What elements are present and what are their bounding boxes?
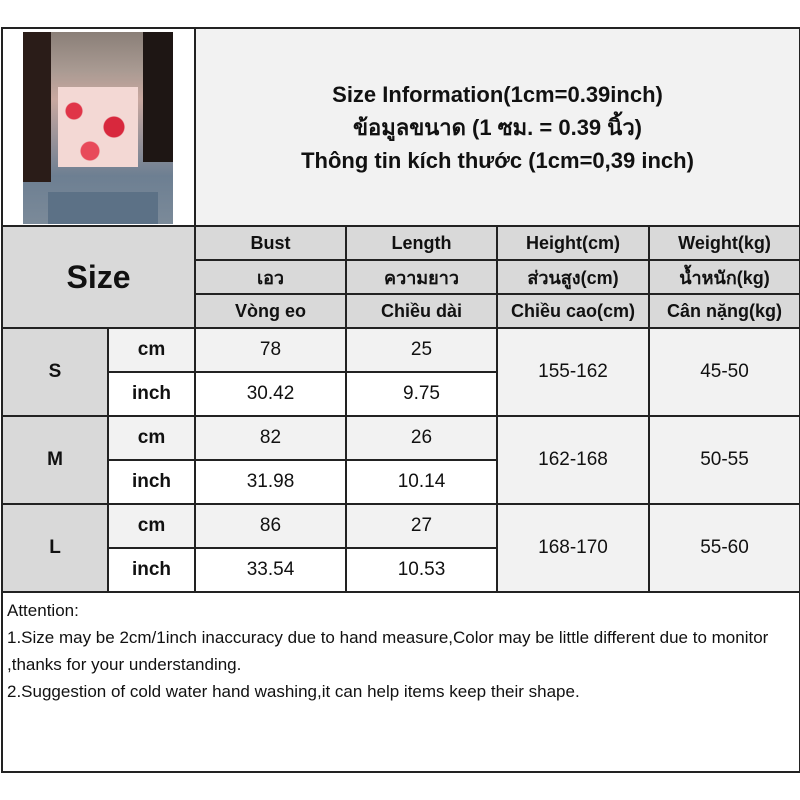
col-height-vi: Chiều cao(cm) [496,293,650,329]
title-vi: Thông tin kích thước (1cm=0,39 inch) [301,147,694,173]
col-bust-th: เอว [194,259,347,295]
weight-range: 55-60 [648,503,800,593]
bust-cm: 86 [194,503,347,549]
bust-inch: 33.54 [194,547,347,593]
length-inch: 9.75 [345,371,498,417]
unit-cm: cm [107,415,196,461]
attention-note-2: 2.Suggestion of cold water hand washing,… [7,682,580,701]
unit-cm: cm [107,327,196,373]
attention-notes: Attention: 1.Size may be 2cm/1inch inacc… [1,591,800,773]
bust-inch: 30.42 [194,371,347,417]
table-row: L cm 86 27 168-170 55-60 [1,503,800,593]
table-row: inch 30.42 9.75 [2,371,800,417]
title-en: Size Information(1cm=0.39inch) [332,81,663,107]
col-weight-vi: Cân nặng(kg) [648,293,800,329]
attention-heading: Attention: [7,601,79,620]
bust-cm: 82 [194,415,347,461]
size-label: L [1,503,109,593]
weight-range: 50-55 [648,415,800,505]
unit-cm: cm [107,503,196,549]
table-row: inch 31.98 10.14 [2,459,800,505]
col-weight-en: Weight(kg) [648,225,800,261]
length-inch: 10.14 [345,459,498,505]
col-bust-vi: Vòng eo [194,293,347,329]
height-range: 162-168 [496,415,650,505]
length-cm: 27 [345,503,498,549]
table-row: S cm 78 25 155-162 45-50 [1,327,800,417]
title-th: ข้อมูลขนาด (1 ซม. = 0.39 นิ้ว) [352,114,642,140]
unit-inch: inch [107,371,196,417]
col-weight-th: น้ำหนัก(kg) [648,259,800,295]
height-range: 155-162 [496,327,650,417]
size-header: Size [1,225,196,329]
attention-note-1: 1.Size may be 2cm/1inch inaccuracy due t… [7,628,769,674]
size-chart: Size Information(1cm=0.39inch) ข้อมูลขนา… [1,27,800,773]
bust-inch: 31.98 [194,459,347,505]
unit-inch: inch [107,547,196,593]
size-label: M [1,415,109,505]
table-row: M cm 82 26 162-168 50-55 [1,415,800,505]
title-block: Size Information(1cm=0.39inch) ข้อมูลขนา… [194,27,800,227]
col-length-th: ความยาว [345,259,498,295]
product-photo [23,32,173,224]
col-height-th: ส่วนสูง(cm) [496,259,650,295]
length-cm: 25 [345,327,498,373]
product-photo-cell [1,27,196,227]
height-range: 168-170 [496,503,650,593]
unit-inch: inch [107,459,196,505]
length-cm: 26 [345,415,498,461]
weight-range: 45-50 [648,327,800,417]
col-bust-en: Bust [194,225,347,261]
col-height-en: Height(cm) [496,225,650,261]
size-table: Size Information(1cm=0.39inch) ข้อมูลขนา… [1,27,800,773]
col-length-en: Length [345,225,498,261]
table-row: inch 33.54 10.53 [2,547,800,593]
size-label: S [1,327,109,417]
length-inch: 10.53 [345,547,498,593]
bust-cm: 78 [194,327,347,373]
col-length-vi: Chiều dài [345,293,498,329]
